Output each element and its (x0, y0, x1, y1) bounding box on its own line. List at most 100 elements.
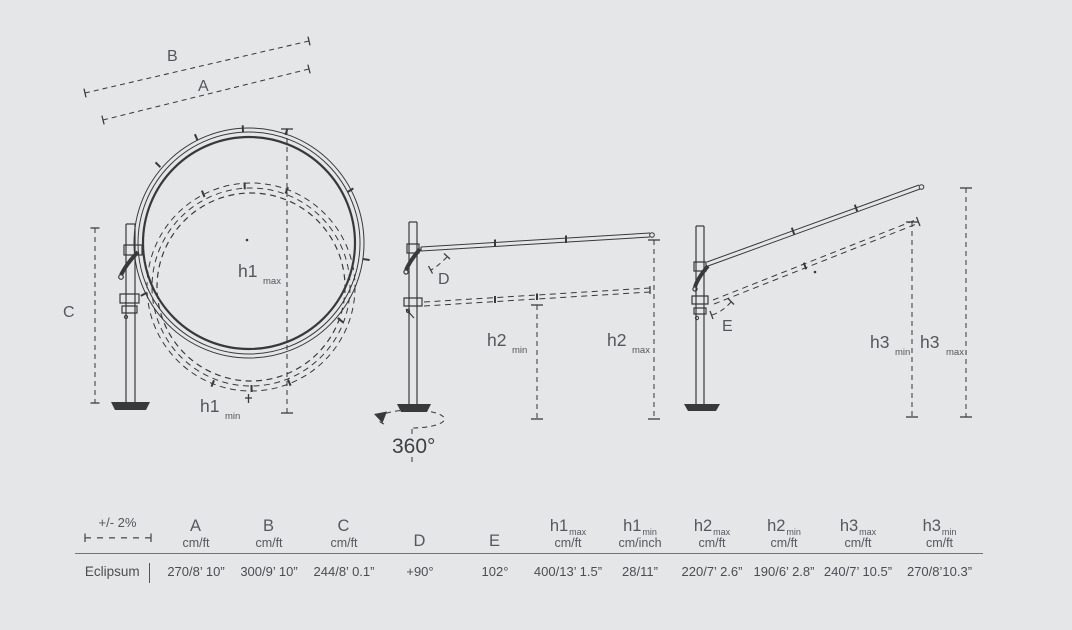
dim-line-h2-max: h2 max (607, 239, 660, 420)
h2-max-label: h2 (607, 330, 626, 350)
spec-table: +/- 2% A cm/ft B cm/ft C cm/ft D E (75, 512, 983, 583)
column-label: h3 (839, 517, 859, 536)
dim-line-h3-max: h3 max (920, 187, 972, 418)
column-sub: max (713, 527, 731, 538)
column-header-c: C cm/ft (306, 512, 382, 553)
value-h1-max: 400/13’ 1.5” (533, 564, 603, 579)
h2-min-sub-label: min (512, 345, 527, 356)
column-unit: cm/ft (330, 535, 358, 550)
dim-line-b: B (83, 36, 311, 98)
spec-table-header: +/- 2% A cm/ft B cm/ft C cm/ft D E (75, 512, 983, 554)
front-view-diagram: B A (63, 36, 370, 422)
h3-min-label: h3 (870, 332, 889, 352)
dim-line-h3-min: h3 min (870, 221, 918, 418)
dim-arc-d: D (427, 253, 451, 288)
dim-line-h2-min: h2 min (487, 304, 543, 420)
tolerance-label: +/- 2% (98, 515, 137, 530)
column-unit: cm/ft (844, 535, 872, 550)
column-label: B (262, 517, 274, 536)
column-label: h1 (623, 517, 642, 536)
column-header-h3-min: h3min cm/ft (896, 512, 983, 553)
column-label: D (413, 531, 426, 550)
side-pole (397, 221, 431, 412)
dim-line-a: A (101, 64, 311, 125)
value-b: 300/9’ 10” (240, 564, 298, 579)
dim-line-h1-max: h1 max (238, 128, 293, 414)
column-unit: cm/ft (925, 535, 954, 550)
column-header-h3-max: h3max cm/ft (820, 512, 896, 553)
value-h2-max: 220/7’ 2.6” (681, 564, 743, 579)
dim-label-b: B (167, 48, 178, 65)
column-label: h1 (549, 517, 569, 536)
dim-label-c: C (63, 304, 75, 321)
canopy-circle-max (133, 125, 370, 359)
canopy-centre-dot (245, 238, 249, 242)
product-name: Eclipsum (84, 564, 140, 579)
column-header-b: B cm/ft (232, 512, 306, 553)
column-label: E (488, 531, 500, 550)
tolerance-dash-icon (83, 533, 152, 543)
column-unit: cm/inch (618, 535, 662, 550)
column-sub: max (569, 527, 587, 538)
column-sub: min (786, 527, 801, 538)
h2-min-label: h2 (487, 330, 506, 350)
column-label: h2 (693, 517, 713, 536)
column-unit: cm/ft (770, 535, 798, 550)
rotation-360: 360° (374, 409, 445, 463)
h2-max-sub-label: max (632, 345, 650, 356)
column-sub: max (859, 527, 877, 538)
column-sub: min (941, 527, 957, 538)
value-e: 102° (481, 564, 509, 579)
column-label: A (189, 517, 201, 536)
side-arm-solid (420, 232, 655, 252)
column-unit: cm/ft (698, 535, 726, 550)
column-header-a: A cm/ft (160, 512, 232, 553)
tilt-pole (684, 225, 720, 411)
rotation-label: 360° (392, 435, 435, 458)
value-h3-min: 270/8’10.3” (906, 564, 973, 579)
value-h2-min: 190/6’ 2.8” (753, 564, 815, 579)
column-unit: cm/ft (554, 535, 582, 550)
front-pole-base (111, 402, 150, 410)
column-header-e: E (458, 512, 532, 553)
column-unit: cm/ft (255, 535, 283, 550)
dim-label-d: D (438, 271, 450, 288)
column-header-h1-max: h1max cm/ft (532, 512, 604, 553)
front-pole (111, 223, 150, 410)
tolerance-cell: +/- 2% (75, 512, 160, 553)
tilt-view-diagram: E h3 min h3 max (684, 184, 972, 418)
column-header-h2-min: h2min cm/ft (748, 512, 820, 553)
dim-label-a: A (198, 78, 209, 95)
column-header-h2-max: h2max cm/ft (676, 512, 748, 553)
column-label: C (337, 517, 350, 536)
h1-max-sub-label: max (263, 276, 281, 287)
tilt-pole-base (684, 404, 720, 411)
tilt-arm-solid (706, 184, 925, 267)
column-label: h3 (922, 517, 941, 536)
column-label: h2 (767, 517, 786, 536)
technical-drawing: B A (63, 36, 972, 463)
rotation-arrow-icon (374, 411, 387, 423)
column-header-h1-min: h1min cm/inch (604, 512, 676, 553)
dim-label-e: E (722, 318, 733, 335)
dim-arc-e: E (709, 298, 735, 335)
product-divider (148, 563, 151, 583)
tilt-arm-dashed (712, 216, 921, 305)
h3-max-label: h3 (920, 332, 939, 352)
h3-max-sub-label: max (946, 347, 964, 358)
value-h3-max: 240/7’ 10.5” (823, 564, 893, 579)
h1-min-label-group: h1 min (200, 394, 252, 422)
product-cell: Eclipsum (75, 563, 160, 583)
value-a: 270/8’ 10” (167, 564, 225, 579)
h1-max-label: h1 (238, 261, 257, 281)
h1-min-sub-label: min (225, 411, 240, 422)
side-view-diagram: D h2 min h2 max 360° (374, 221, 660, 463)
h3-min-sub-label: min (895, 347, 910, 358)
spec-table-row: Eclipsum 270/8’ 10” 300/9’ 10” 244/8’ 0.… (75, 554, 983, 583)
column-sub: min (642, 527, 657, 538)
canopy-circle-min (146, 182, 356, 393)
column-header-d: D (382, 512, 458, 553)
value-c: 244/8’ 0.1” (313, 564, 375, 579)
value-h1-min: 28/11” (622, 564, 658, 579)
column-unit: cm/ft (182, 535, 210, 550)
